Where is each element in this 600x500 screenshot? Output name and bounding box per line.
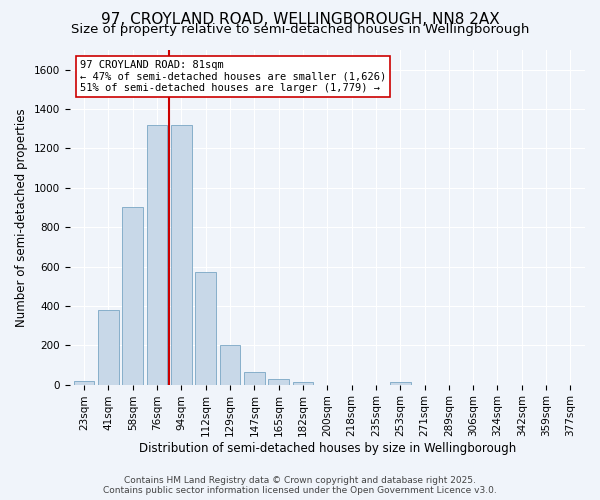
- Text: 97, CROYLAND ROAD, WELLINGBOROUGH, NN8 2AX: 97, CROYLAND ROAD, WELLINGBOROUGH, NN8 2…: [101, 12, 499, 28]
- Bar: [390, 382, 410, 384]
- Y-axis label: Number of semi-detached properties: Number of semi-detached properties: [15, 108, 28, 326]
- Text: 97 CROYLAND ROAD: 81sqm
← 47% of semi-detached houses are smaller (1,626)
51% of: 97 CROYLAND ROAD: 81sqm ← 47% of semi-de…: [80, 60, 386, 93]
- Bar: [98, 310, 119, 384]
- Bar: [293, 382, 313, 384]
- Bar: [171, 125, 192, 384]
- Bar: [122, 208, 143, 384]
- Bar: [147, 125, 167, 384]
- Text: Size of property relative to semi-detached houses in Wellingborough: Size of property relative to semi-detach…: [71, 22, 529, 36]
- Bar: [268, 379, 289, 384]
- Bar: [74, 380, 94, 384]
- Bar: [196, 272, 216, 384]
- Bar: [220, 345, 241, 385]
- Text: Contains HM Land Registry data © Crown copyright and database right 2025.
Contai: Contains HM Land Registry data © Crown c…: [103, 476, 497, 495]
- X-axis label: Distribution of semi-detached houses by size in Wellingborough: Distribution of semi-detached houses by …: [139, 442, 516, 455]
- Bar: [244, 372, 265, 384]
